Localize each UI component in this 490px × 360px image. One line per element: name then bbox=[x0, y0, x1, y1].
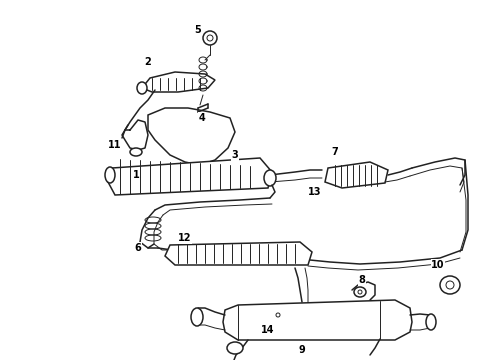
Text: 13: 13 bbox=[308, 187, 322, 197]
Text: 5: 5 bbox=[195, 25, 201, 35]
Text: 11: 11 bbox=[108, 140, 122, 150]
Polygon shape bbox=[108, 158, 272, 195]
Ellipse shape bbox=[354, 287, 366, 297]
Text: 6: 6 bbox=[135, 243, 142, 253]
Ellipse shape bbox=[227, 342, 243, 354]
Ellipse shape bbox=[191, 308, 203, 326]
Text: 7: 7 bbox=[332, 147, 339, 157]
Polygon shape bbox=[223, 300, 412, 340]
Ellipse shape bbox=[440, 276, 460, 294]
Text: 10: 10 bbox=[431, 260, 445, 270]
Polygon shape bbox=[142, 72, 215, 92]
Ellipse shape bbox=[264, 170, 276, 186]
Text: 9: 9 bbox=[298, 345, 305, 355]
Text: 4: 4 bbox=[198, 113, 205, 123]
Ellipse shape bbox=[426, 314, 436, 330]
Ellipse shape bbox=[207, 35, 213, 41]
Polygon shape bbox=[165, 242, 312, 265]
Ellipse shape bbox=[273, 311, 283, 319]
Text: 12: 12 bbox=[178, 233, 192, 243]
Ellipse shape bbox=[446, 281, 454, 289]
Text: 8: 8 bbox=[359, 275, 366, 285]
Text: 3: 3 bbox=[232, 150, 238, 160]
Polygon shape bbox=[325, 162, 388, 188]
Ellipse shape bbox=[137, 82, 147, 94]
Polygon shape bbox=[148, 108, 235, 165]
Text: 14: 14 bbox=[261, 325, 275, 335]
Ellipse shape bbox=[203, 31, 217, 45]
Ellipse shape bbox=[358, 290, 362, 294]
Ellipse shape bbox=[105, 167, 115, 183]
Ellipse shape bbox=[276, 313, 280, 317]
Text: 2: 2 bbox=[145, 57, 151, 67]
Ellipse shape bbox=[130, 148, 142, 156]
Text: 1: 1 bbox=[133, 170, 139, 180]
